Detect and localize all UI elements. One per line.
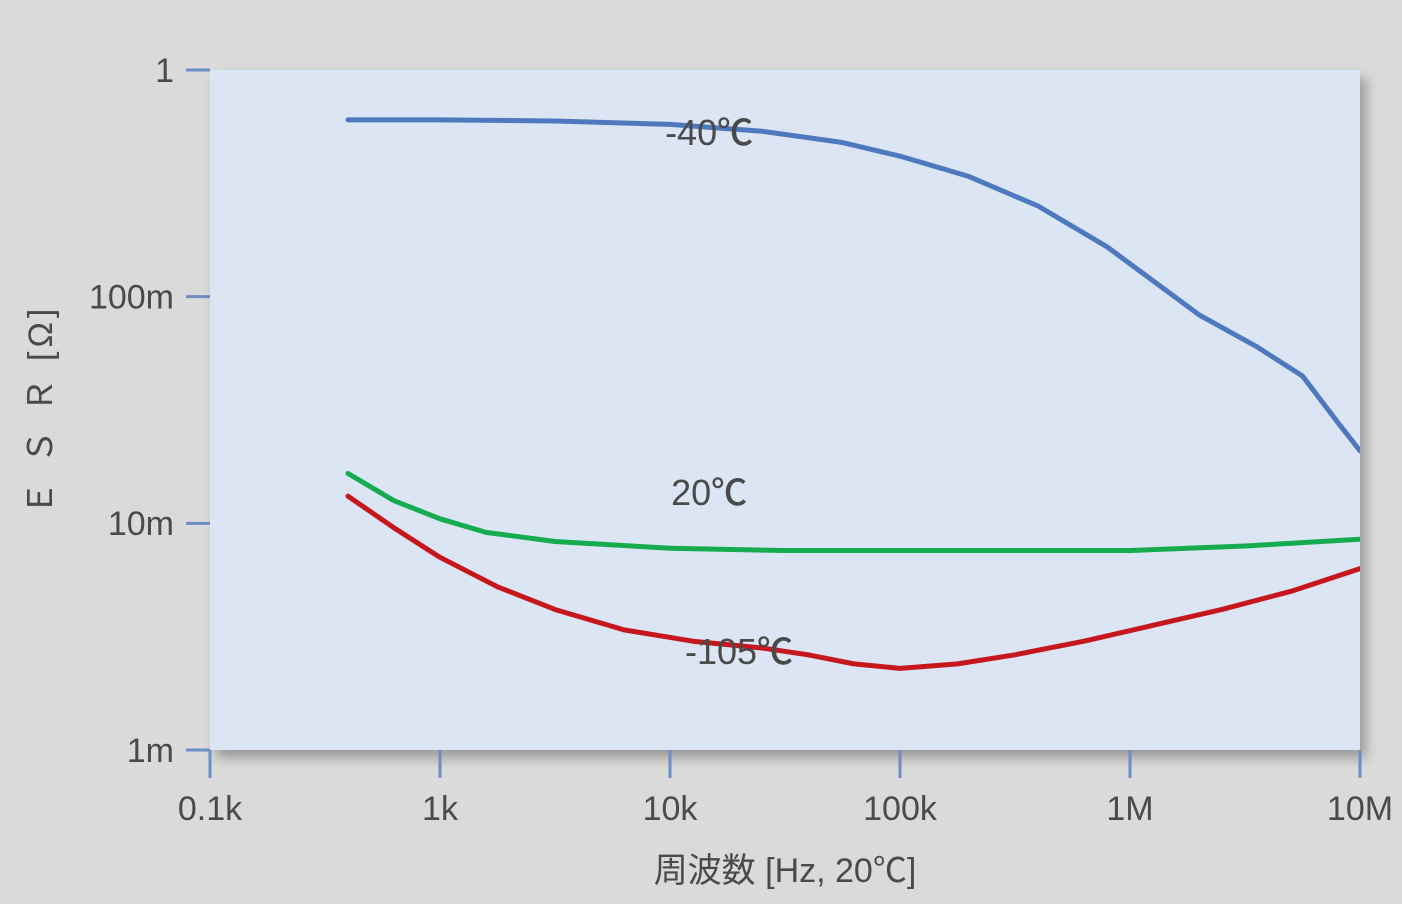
x-tick-label: 100k [863,790,938,828]
series-label-20C: 20℃ [671,472,747,513]
y-tick-label: 1m [127,732,174,770]
x-tick-label: 10M [1327,790,1393,828]
x-tick-label: 0.1k [178,790,243,828]
series-label-minus40C: -40℃ [665,112,753,153]
esr-chart: 1 100m 10m 1m0.1k 1k 10k 100k 1M 10M Ｅ Ｓ Ｒ [Ω] 周波数… [0,0,1402,904]
chart-page: 1 100m 10m 1m0.1k 1k 10k 100k 1M 10M Ｅ Ｓ Ｒ [Ω] 周波数… [0,0,1402,904]
x-tick-label: 1M [1106,790,1153,828]
series-label-minus105C: -105℃ [685,631,793,672]
y-axis-label: Ｅ Ｓ Ｒ [Ω] [22,305,60,516]
x-tick-label: 1k [422,790,459,828]
y-tick-label: 10m [108,505,174,543]
x-axis-label: 周波数 [Hz, 20℃] [654,852,917,890]
y-tick-label: 1 [155,52,174,90]
x-tick-label: 10k [643,790,699,828]
y-tick-label: 100m [89,279,174,317]
